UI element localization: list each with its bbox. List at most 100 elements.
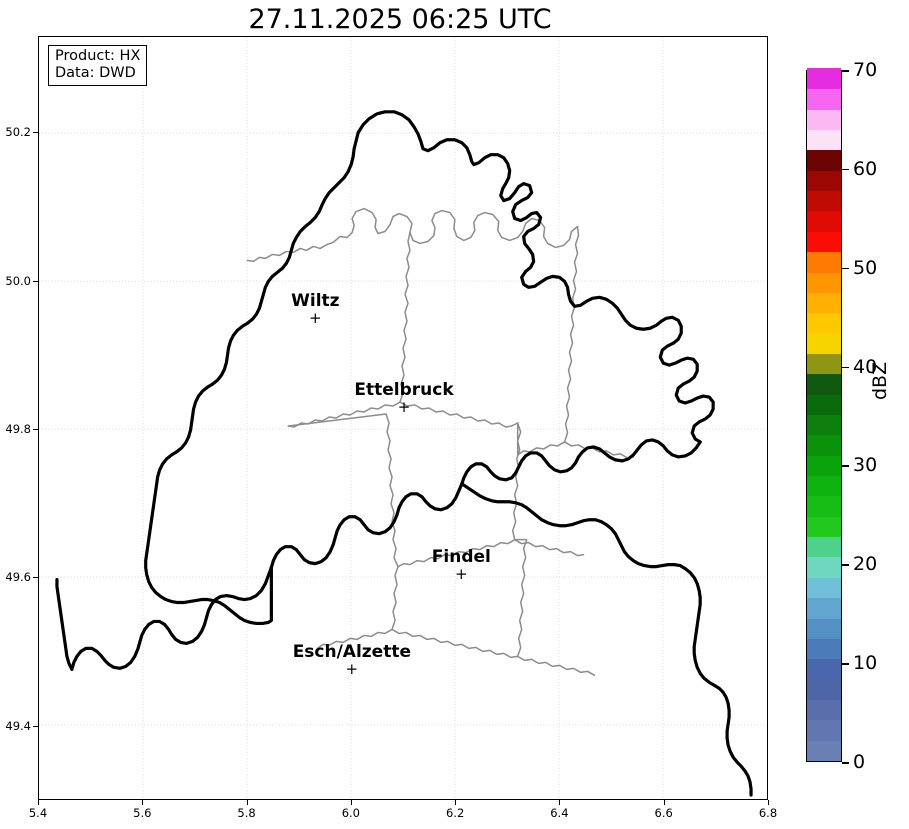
city-label: Findel + bbox=[431, 546, 491, 583]
city-name: Esch/Alzette bbox=[292, 641, 411, 662]
colorbar-band bbox=[807, 740, 841, 761]
colorbar-tick-mark bbox=[842, 267, 849, 270]
colorbar-band bbox=[807, 577, 841, 599]
colorbar-band bbox=[807, 88, 841, 110]
city-label: Ettelbruck + bbox=[354, 382, 453, 415]
y-axis-tick-mark bbox=[33, 280, 38, 282]
info-product-line: Product: HX bbox=[55, 48, 141, 64]
colorbar-tick-label: 0 bbox=[853, 751, 866, 773]
colorbar-band bbox=[807, 251, 841, 273]
info-box: Product: HX Data: DWD bbox=[48, 45, 148, 87]
colorbar-tick-mark bbox=[842, 70, 849, 72]
x-axis-tick-label: 6.2 bbox=[445, 806, 465, 820]
colorbar-tick-mark bbox=[842, 465, 849, 467]
colorbar-tick-label: 50 bbox=[853, 256, 878, 279]
colorbar-tick-label: 30 bbox=[853, 454, 878, 477]
colorbar-band bbox=[807, 617, 841, 639]
colorbar-band bbox=[807, 394, 841, 415]
x-axis-tick-label: 5.4 bbox=[28, 806, 48, 820]
x-axis-tick-label: 6.0 bbox=[341, 806, 360, 820]
colorbar-band bbox=[807, 373, 841, 395]
x-axis-tick-label: 6.6 bbox=[654, 806, 673, 820]
colorbar-band bbox=[807, 333, 841, 354]
colorbar-band bbox=[807, 719, 841, 741]
x-axis-tick-label: 6.4 bbox=[550, 806, 569, 820]
colorbar-band bbox=[807, 495, 841, 517]
map-gridlines bbox=[39, 37, 767, 799]
colorbar-band bbox=[807, 210, 841, 232]
x-axis-tick-mark bbox=[768, 800, 769, 805]
x-axis-tick-mark bbox=[38, 800, 39, 805]
colorbar-band bbox=[807, 556, 841, 578]
colorbar-tick-mark bbox=[842, 366, 849, 369]
colorbar[interactable] bbox=[806, 68, 842, 762]
colorbar-tick-label: 20 bbox=[853, 553, 878, 576]
colorbar-band bbox=[807, 434, 841, 456]
city-marker-icon: + bbox=[397, 398, 411, 417]
y-axis-tick-mark bbox=[33, 429, 38, 431]
page-title: 27.11.2025 06:25 UTC bbox=[248, 4, 552, 35]
colorbar-tick-mark bbox=[842, 762, 849, 764]
x-axis-tick-mark bbox=[246, 800, 248, 805]
x-axis-tick-mark bbox=[663, 800, 665, 805]
city-label: Esch/Alzette + bbox=[292, 641, 411, 678]
colorbar-band bbox=[807, 68, 841, 90]
colorbar-band bbox=[807, 455, 841, 477]
colorbar-band bbox=[807, 312, 841, 334]
y-axis-tick-label: 49.4 bbox=[5, 718, 31, 733]
city-label: Wiltz + bbox=[291, 293, 339, 326]
y-axis-tick-mark bbox=[33, 725, 38, 727]
x-axis-tick-mark bbox=[142, 800, 144, 805]
city-name: Findel bbox=[431, 546, 491, 567]
colorbar-tick-label: 40 bbox=[853, 355, 878, 378]
colorbar-tick-label: 60 bbox=[853, 157, 878, 180]
canton-boundaries bbox=[246, 207, 635, 677]
x-axis-tick-mark bbox=[559, 800, 561, 805]
x-axis-tick-label: 5.8 bbox=[237, 806, 256, 820]
colorbar-band bbox=[807, 516, 841, 538]
colorbar-band bbox=[807, 149, 841, 171]
y-axis-tick-label: 50.0 bbox=[5, 273, 31, 288]
colorbar-band bbox=[807, 679, 841, 700]
y-axis: 50.2 50.0 49.8 49.6 49.4 bbox=[0, 0, 31, 829]
colorbar-band bbox=[807, 109, 841, 131]
colorbar-band bbox=[807, 170, 841, 192]
colorbar-band bbox=[807, 699, 841, 721]
city-marker-icon: + bbox=[309, 309, 322, 328]
colorbar-band bbox=[807, 658, 841, 680]
info-data-line: Data: DWD bbox=[55, 65, 136, 82]
colorbar-band bbox=[807, 475, 841, 497]
colorbar-band bbox=[807, 271, 841, 293]
colorbar-tick-label: 70 bbox=[853, 59, 878, 81]
y-axis-tick-label: 50.2 bbox=[5, 125, 31, 140]
colorbar-tick-mark bbox=[842, 168, 849, 171]
national-border bbox=[55, 110, 753, 797]
x-axis-tick-label: 6.8 bbox=[758, 806, 778, 820]
y-axis-tick-mark bbox=[33, 132, 38, 134]
city-name: Ettelbruck bbox=[354, 380, 454, 401]
x-axis-tick-mark bbox=[455, 800, 457, 805]
colorbar-band bbox=[807, 353, 841, 375]
y-axis-tick-mark bbox=[33, 577, 38, 579]
city-marker-icon: + bbox=[345, 659, 359, 678]
y-axis-tick-label: 49.8 bbox=[5, 422, 31, 437]
x-axis-tick-mark bbox=[350, 800, 352, 805]
city-name: Wiltz bbox=[291, 291, 340, 312]
colorbar-band bbox=[807, 597, 841, 619]
map-plot-area[interactable]: Product: HX Data: DWD Wiltz + Ettelbruck + F… bbox=[38, 36, 768, 800]
colorbar-band bbox=[807, 231, 841, 253]
colorbar-band bbox=[807, 292, 841, 314]
city-marker-icon: + bbox=[455, 564, 468, 583]
colorbar-ticks: 0 10 20 30 40 50 60 70 bbox=[806, 59, 906, 773]
colorbar-band bbox=[807, 129, 841, 151]
colorbar-band bbox=[807, 638, 841, 660]
x-axis-tick-label: 5.6 bbox=[133, 806, 152, 820]
colorbar-band bbox=[807, 190, 841, 212]
colorbar-band bbox=[807, 414, 841, 436]
colorbar-tick-mark bbox=[842, 564, 849, 566]
colorbar-tick-label: 10 bbox=[853, 652, 878, 675]
y-axis-tick-label: 49.6 bbox=[5, 570, 31, 585]
colorbar-tick-mark bbox=[842, 663, 849, 665]
map-geometry bbox=[39, 37, 767, 799]
